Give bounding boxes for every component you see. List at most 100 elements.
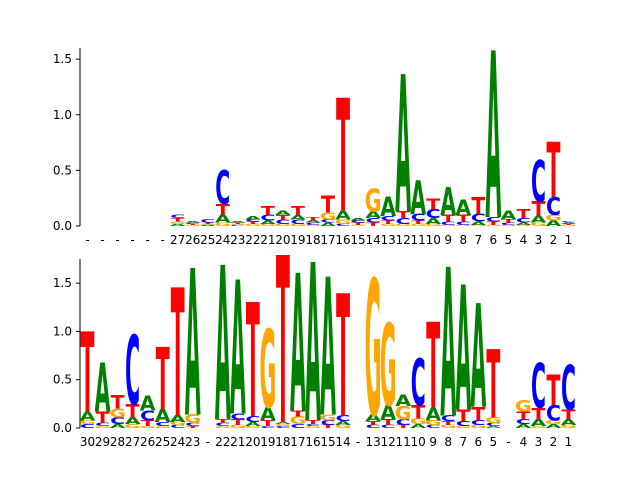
logo-letter-g: G (124, 423, 141, 429)
logo-letter-g: G (440, 225, 457, 227)
logo-letter-g: G (139, 426, 156, 429)
y-tick-label: 0.0 (53, 421, 72, 435)
logo-letter-a: A (170, 223, 187, 227)
x-tick-label: 11 (396, 435, 411, 449)
logo-letter-a: A (275, 209, 291, 216)
logo-letter-c: C (516, 418, 531, 426)
logo-letter-t: T (396, 209, 410, 220)
x-tick-label: 15 (350, 233, 365, 247)
logo-letter-a: A (380, 191, 396, 222)
logo-letter-a: A (410, 172, 426, 225)
logo-letter-c: C (245, 219, 260, 223)
logo-panel-top: 0.00.51.01.5- - - - - -27AGTC26GTCA25AGTC24GA… (53, 6, 578, 272)
logo-letter-c: C (381, 424, 396, 429)
logo-letter-a: A (245, 421, 261, 427)
logo-letter-c: C (140, 409, 155, 425)
logo-letter-g: G (425, 419, 442, 427)
logo-letter-t: T (231, 418, 245, 427)
logo-letter-c: C (396, 418, 411, 427)
x-tick-label: 5 (505, 233, 513, 247)
x-tick-label: 11 (411, 233, 426, 247)
x-tick-label: 6 (490, 233, 498, 247)
logo-letter-a: A (531, 417, 548, 428)
logo-letter-g: G (365, 184, 382, 219)
logo-panel-bottom: 0.00.51.01.530CGAT29GCTA28ACGT27GATC26GT… (53, 211, 577, 477)
x-tick-label: 4 (520, 435, 528, 449)
logo-letter-c: C (441, 221, 456, 226)
logo-letter-a: A (561, 418, 577, 427)
x-tick-label: - (506, 435, 510, 449)
logo-letter-a: A (335, 420, 351, 426)
x-tick-label: 30 (80, 435, 95, 449)
logo-letter-t: T (366, 222, 380, 227)
logo-letter-t: T (96, 409, 110, 427)
x-tick-label: 19 (260, 435, 275, 449)
x-tick-label: 13 (365, 435, 380, 449)
x-tick-label: - (206, 435, 210, 449)
logo-letter-t: T (216, 201, 231, 219)
logo-letter-a: A (455, 251, 471, 450)
logo-letter-g: G (500, 225, 517, 227)
logo-letter-t: T (291, 409, 305, 418)
logo-letter-t: T (501, 219, 515, 224)
logo-letter-a: A (275, 422, 292, 425)
logo-letter-c: C (275, 426, 290, 429)
logo-letter-g: G (485, 225, 502, 227)
logo-letter-g: G (350, 225, 367, 227)
logo-letter-c: C (426, 424, 441, 429)
logo-letter-c: C (486, 423, 501, 428)
logo-letter-c: C (125, 317, 140, 428)
x-tick-label: 21 (230, 435, 245, 449)
logo-letter-c: C (471, 212, 486, 225)
logo-letter-c: C (336, 223, 351, 227)
logo-letter-g: G (229, 224, 246, 226)
logo-letter-t: T (171, 254, 185, 458)
logo-letter-a: A (245, 215, 262, 220)
logo-letter-a: A (546, 219, 562, 228)
logo-letter-a: A (290, 214, 306, 221)
logo-letter-c: C (381, 215, 396, 222)
x-tick-label: 29 (95, 435, 110, 449)
logo-letter-c: C (426, 206, 441, 221)
logo-letter-a: A (350, 218, 367, 222)
logo-letter-g: G (545, 213, 562, 222)
x-tick-label: 1 (565, 435, 573, 449)
y-tick-label: 0.5 (53, 373, 72, 387)
logo-letter-t: T (562, 224, 576, 226)
logo-letter-t: T (441, 420, 456, 426)
logo-letter-c: C (396, 217, 411, 226)
x-tick-label: 3 (535, 233, 543, 247)
logo-letter-g: G (485, 416, 502, 425)
logo-letter-t: T (231, 222, 245, 224)
logo-letter-c: C (230, 412, 245, 421)
y-tick-label: 0.5 (53, 163, 72, 177)
logo-letter-g: G (515, 225, 532, 227)
logo-letter-c: C (230, 225, 245, 227)
x-tick-label: 16 (335, 233, 350, 247)
x-tick-label: 3 (535, 435, 543, 449)
logo-letter-a: A (335, 208, 351, 223)
logo-letter-g: G (470, 424, 487, 429)
logo-letter-g: G (440, 424, 457, 429)
logo-letter-t: T (201, 222, 215, 224)
logo-letter-a: A (260, 220, 277, 225)
x-tick-label: 6 (474, 435, 482, 449)
logo-letter-a: A (515, 222, 532, 226)
logo-letter-g: G (94, 426, 111, 429)
logo-letter-c: C (456, 420, 471, 428)
logo-letter-g: G (199, 224, 216, 226)
logo-letter-g: G (244, 223, 261, 227)
logo-letter-g: G (260, 223, 277, 227)
logo-letter-t: T (186, 426, 200, 429)
logo-letter-g: G (395, 402, 412, 424)
logo-letter-a: A (470, 275, 486, 440)
logo-letter-a: A (170, 413, 187, 424)
logo-letter-g: G (455, 225, 472, 227)
logo-letter-g: G (380, 302, 397, 433)
logo-letter-a: A (546, 423, 562, 429)
logo-letter-c: C (185, 222, 200, 224)
x-tick-label: 8 (444, 435, 452, 449)
x-tick-label: 2 (550, 233, 558, 247)
logo-letter-t: T (351, 222, 365, 226)
x-tick-label: 21 (260, 233, 275, 247)
